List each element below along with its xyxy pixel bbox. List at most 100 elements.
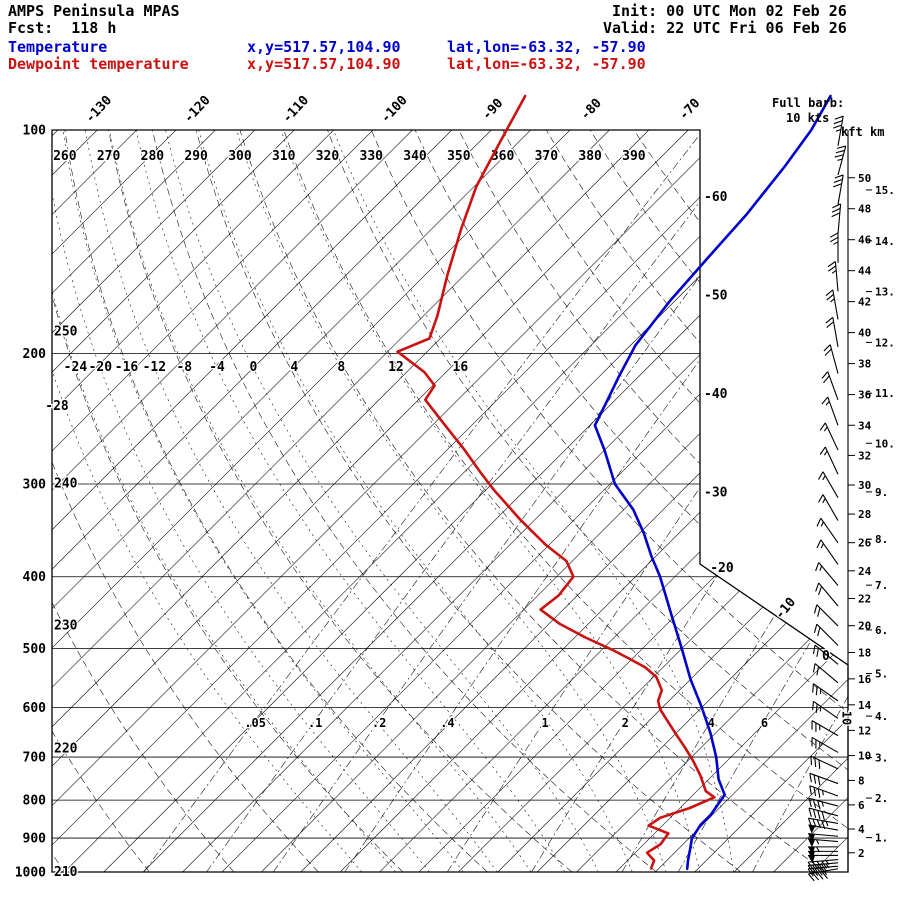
dewpoint-grid-coords: x,y=517.57,104.90: [247, 55, 401, 73]
svg-text:240: 240: [54, 476, 78, 491]
svg-text:800: 800: [23, 794, 47, 809]
svg-text:0: 0: [822, 649, 830, 664]
svg-text:7.: 7.: [875, 579, 888, 592]
valid-time: Valid: 22 UTC Fri 06 Feb 26: [603, 19, 847, 37]
svg-text:26: 26: [858, 537, 872, 550]
svg-text:2.: 2.: [875, 792, 888, 805]
svg-text:900: 900: [23, 832, 47, 847]
background-grid-layer: [52, 130, 848, 872]
svg-text:-80: -80: [578, 96, 605, 124]
svg-text:10.: 10.: [875, 437, 895, 450]
svg-text:360: 360: [491, 149, 515, 164]
svg-text:400: 400: [23, 570, 47, 585]
dewpoint-legend-label: Dewpoint temperature: [8, 55, 189, 73]
svg-text:4.: 4.: [875, 710, 888, 723]
svg-text:-70: -70: [676, 96, 703, 124]
svg-text:30: 30: [858, 479, 871, 492]
svg-text:50: 50: [858, 172, 871, 185]
svg-text:-130: -130: [83, 93, 115, 126]
svg-text:0: 0: [249, 360, 257, 375]
svg-text:-40: -40: [704, 387, 728, 402]
svg-text:300: 300: [23, 478, 47, 493]
svg-text:34: 34: [858, 419, 872, 432]
svg-text:12: 12: [388, 360, 404, 375]
svg-text:220: 220: [54, 742, 78, 757]
svg-text:320: 320: [316, 149, 340, 164]
svg-text:-60: -60: [704, 190, 728, 205]
svg-text:330: 330: [360, 149, 384, 164]
temperature-curve: [593, 94, 832, 871]
svg-text:280: 280: [141, 149, 165, 164]
plot-frame: [51, 129, 849, 873]
svg-text:100: 100: [23, 124, 47, 139]
svg-text:310: 310: [272, 149, 296, 164]
svg-text:380: 380: [578, 149, 602, 164]
svg-text:250: 250: [54, 325, 78, 340]
svg-text:40: 40: [858, 327, 871, 340]
barb-legend-value: 10 kts: [786, 111, 830, 125]
svg-text:-24: -24: [64, 360, 88, 375]
svg-text:36: 36: [858, 389, 872, 402]
svg-text:11.: 11.: [875, 387, 895, 400]
svg-text:12.: 12.: [875, 336, 895, 349]
svg-text:10: 10: [840, 711, 854, 725]
temperature-grid-coords: x,y=517.57,104.90: [247, 38, 401, 56]
svg-text:4: 4: [708, 716, 715, 730]
svg-text:8: 8: [337, 360, 345, 375]
forecast-hour: Fcst: 118 h: [8, 19, 117, 37]
svg-text:-20: -20: [710, 561, 734, 576]
svg-text:44: 44: [858, 265, 872, 278]
svg-text:28: 28: [858, 508, 871, 521]
svg-text:210: 210: [54, 865, 78, 880]
temperature-legend-label: Temperature: [8, 38, 108, 56]
svg-text:42: 42: [858, 296, 871, 309]
svg-text:600: 600: [23, 701, 47, 716]
svg-text:13.: 13.: [875, 286, 895, 299]
svg-text:3.: 3.: [875, 752, 888, 765]
km-axis-label: km: [870, 125, 885, 139]
svg-text:4: 4: [290, 360, 298, 375]
svg-text:1000: 1000: [15, 866, 46, 881]
svg-text:18: 18: [858, 646, 871, 659]
svg-text:-20: -20: [89, 360, 113, 375]
svg-text:8.: 8.: [875, 533, 888, 546]
svg-text:.2: .2: [372, 716, 386, 730]
svg-text:270: 270: [97, 149, 121, 164]
temperature-latlon: lat,lon=-63.32, -57.90: [447, 38, 646, 56]
svg-text:38: 38: [858, 358, 871, 371]
svg-text:-12: -12: [143, 360, 166, 375]
dewpoint-latlon: lat,lon=-63.32, -57.90: [447, 55, 646, 73]
svg-text:-16: -16: [115, 360, 139, 375]
svg-text:12: 12: [858, 724, 871, 737]
svg-text:16: 16: [858, 673, 872, 686]
svg-text:200: 200: [23, 347, 47, 362]
svg-text:24: 24: [858, 565, 872, 578]
svg-text:290: 290: [184, 149, 208, 164]
svg-text:6.: 6.: [875, 624, 888, 637]
svg-text:260: 260: [53, 149, 77, 164]
model-title: AMPS Peninsula MPAS: [8, 2, 180, 20]
svg-text:15.: 15.: [875, 184, 895, 197]
svg-text:8: 8: [858, 774, 865, 787]
svg-text:-30: -30: [704, 486, 728, 501]
svg-text:48: 48: [858, 203, 871, 216]
svg-text:350: 350: [447, 149, 471, 164]
svg-text:500: 500: [23, 642, 47, 657]
svg-text:6: 6: [761, 716, 768, 730]
svg-text:300: 300: [228, 149, 252, 164]
wind-barbs: [807, 115, 847, 882]
svg-text:230: 230: [54, 618, 78, 633]
svg-text:-100: -100: [378, 93, 410, 126]
svg-text:.1: .1: [308, 716, 322, 730]
svg-text:-120: -120: [181, 93, 213, 126]
dewpoint-curve: [396, 94, 716, 870]
svg-text:-90: -90: [479, 96, 506, 124]
svg-text:16: 16: [453, 360, 469, 375]
svg-text:5.: 5.: [875, 668, 888, 681]
svg-text:-110: -110: [280, 93, 312, 126]
barb-legend-title: Full barb:: [772, 96, 845, 110]
svg-text:-4: -4: [209, 360, 225, 375]
svg-text:10: 10: [858, 750, 871, 763]
